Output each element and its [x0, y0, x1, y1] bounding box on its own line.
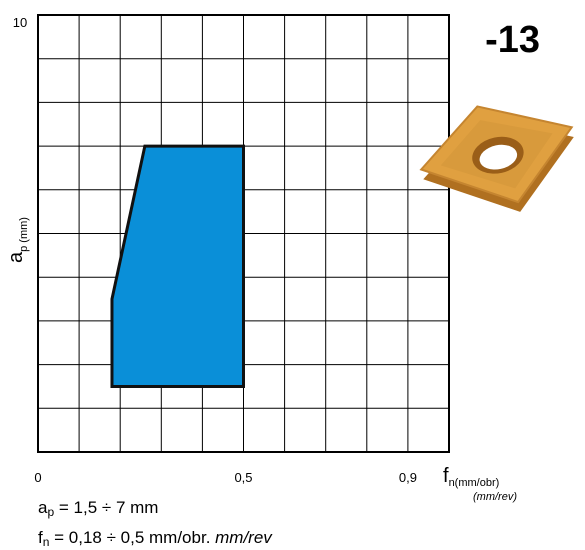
- note-2: fn = 0,18 ÷ 0,5 mm/obr. mm/rev: [38, 528, 273, 549]
- x-tick-label: 0,9: [399, 470, 417, 485]
- note-text: = 0,18 ÷ 0,5 mm/obr.: [49, 528, 215, 547]
- y-label-main: a: [5, 251, 27, 263]
- x-label-alt: (mm/rev): [473, 491, 517, 503]
- x-tick-label: 0,5: [234, 470, 252, 485]
- y-label-unit: (mm): [18, 217, 30, 243]
- note-text: = 1,5 ÷ 7 mm: [54, 498, 158, 517]
- x-axis-label: fn(mm/obr): [443, 465, 499, 489]
- range-area: [110, 144, 245, 388]
- x-label-sub: n(mm/obr): [449, 477, 500, 489]
- marks: [110, 144, 245, 388]
- note-1: ap = 1,5 ÷ 7 mm: [38, 498, 158, 519]
- chart-title: -13: [485, 19, 540, 61]
- insert-image: [419, 105, 574, 212]
- note-sub: p: [47, 505, 54, 519]
- y-axis-label: ap (mm): [5, 217, 30, 263]
- note-sub: n: [43, 535, 50, 549]
- y-tick-label: 10: [13, 15, 27, 30]
- note-symbol: f: [38, 528, 43, 547]
- y-label-sub: p: [18, 246, 30, 252]
- note-italic: mm/rev: [215, 528, 273, 547]
- x-tick-label: 0: [34, 470, 41, 485]
- plot-frame: [37, 14, 450, 453]
- note-symbol: a: [38, 498, 48, 517]
- x-label-main: f: [443, 465, 449, 487]
